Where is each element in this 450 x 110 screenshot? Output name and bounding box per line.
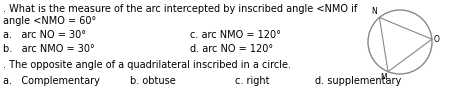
Text: a.   arc NO = 30°: a. arc NO = 30° xyxy=(3,30,86,40)
Text: O: O xyxy=(434,35,440,44)
Text: a.   Complementary: a. Complementary xyxy=(3,76,100,86)
Text: . The opposite angle of a quadrilateral inscribed in a circle.: . The opposite angle of a quadrilateral … xyxy=(3,60,291,70)
Text: N: N xyxy=(372,7,378,16)
Text: c. right: c. right xyxy=(235,76,270,86)
Text: d. supplementary: d. supplementary xyxy=(315,76,401,86)
Text: . What is the measure of the arc intercepted by inscribed angle <NMO if: . What is the measure of the arc interce… xyxy=(3,4,357,14)
Text: d. arc NO = 120°: d. arc NO = 120° xyxy=(190,44,273,54)
Text: b. obtuse: b. obtuse xyxy=(130,76,176,86)
Text: c. arc NMO = 120°: c. arc NMO = 120° xyxy=(190,30,281,40)
Text: angle <NMO = 60°: angle <NMO = 60° xyxy=(3,16,96,26)
Text: M: M xyxy=(380,73,387,82)
Text: b.   arc NMO = 30°: b. arc NMO = 30° xyxy=(3,44,95,54)
